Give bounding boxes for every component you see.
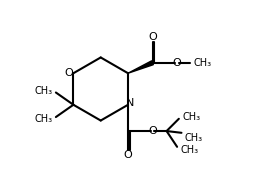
- Polygon shape: [128, 61, 153, 73]
- Text: CH₃: CH₃: [182, 112, 200, 122]
- Text: CH₃: CH₃: [34, 86, 52, 96]
- Text: O: O: [65, 68, 73, 78]
- Text: CH₃: CH₃: [194, 58, 212, 68]
- Text: O: O: [148, 32, 157, 42]
- Text: N: N: [125, 98, 134, 108]
- Text: O: O: [124, 150, 132, 160]
- Text: CH₃: CH₃: [34, 114, 52, 124]
- Text: O: O: [148, 126, 157, 136]
- Text: O: O: [173, 58, 181, 68]
- Text: CH₃: CH₃: [181, 145, 199, 155]
- Text: CH₃: CH₃: [185, 133, 203, 143]
